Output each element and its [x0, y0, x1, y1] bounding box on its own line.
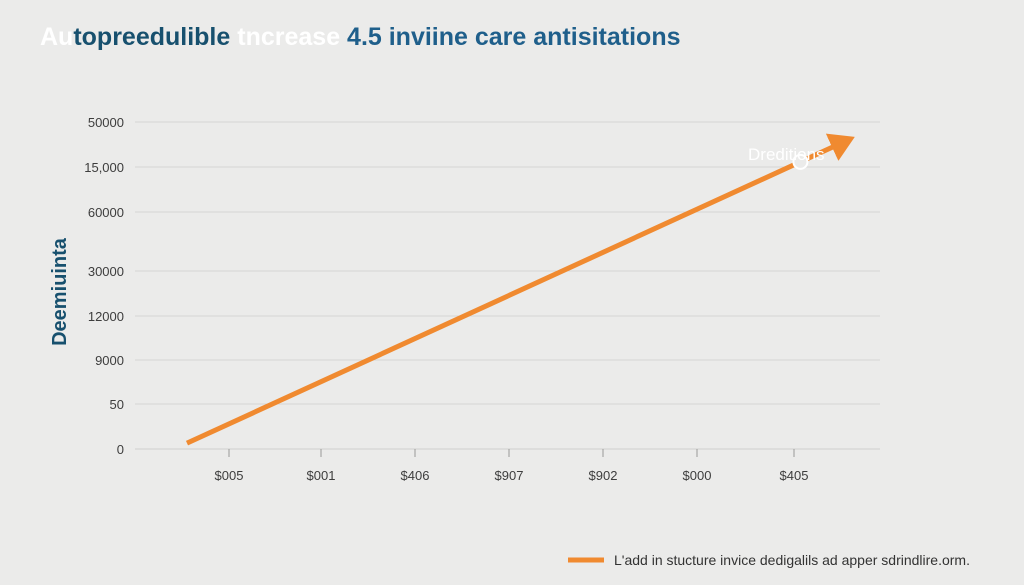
y-tick-label: 50: [110, 397, 124, 412]
x-tick-label: $001: [307, 468, 336, 483]
x-axis-ticks: $005 $001 $406 $907 $902 $000 $405: [215, 449, 809, 483]
title-part-5: 4.5 inviine care antisitations: [340, 23, 680, 51]
y-tick-label: 0: [117, 442, 124, 457]
x-tick-label: $902: [589, 468, 618, 483]
y-tick-label: 50000: [88, 115, 124, 130]
series-line: [187, 140, 848, 443]
legend-label: L'add in stucture invice dedigalils ad a…: [614, 552, 970, 568]
y-tick-label: 12000: [88, 309, 124, 324]
title-part-4: crease: [261, 23, 340, 51]
title-part-2: topreedulible: [73, 23, 230, 51]
y-tick-label: 9000: [95, 353, 124, 368]
x-tick-label: $005: [215, 468, 244, 483]
y-axis-ticks: 50000 15,000 60000 30000 12000 9000 50 0: [84, 115, 124, 457]
y-axis-label: Deemiuinta: [49, 237, 71, 346]
y-tick-label: 60000: [88, 205, 124, 220]
x-tick-label: $907: [495, 468, 524, 483]
legend: L'add in stucture invice dedigalils ad a…: [568, 552, 970, 568]
title-part-1: Au: [40, 23, 73, 51]
title-part-3: tn: [230, 23, 261, 51]
grid-lines: [135, 122, 880, 449]
y-tick-label: 15,000: [84, 160, 124, 175]
chart-canvas: Autopreedulible tncrease 4.5 inviine car…: [0, 0, 1024, 585]
annotation-label: Dreditions: [748, 145, 825, 164]
x-tick-label: $000: [683, 468, 712, 483]
x-tick-label: $405: [780, 468, 809, 483]
series-group: [187, 140, 848, 443]
chart-title: Autopreedulible tncrease 4.5 inviine car…: [40, 23, 681, 51]
x-tick-label: $406: [401, 468, 430, 483]
y-tick-label: 30000: [88, 264, 124, 279]
